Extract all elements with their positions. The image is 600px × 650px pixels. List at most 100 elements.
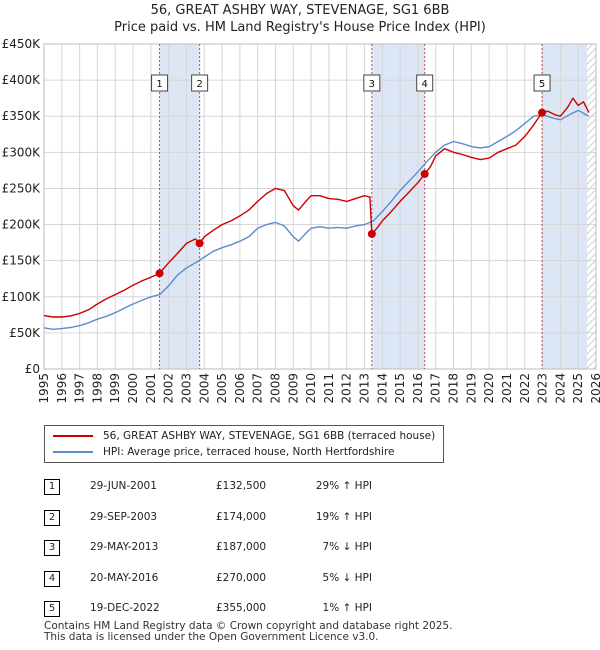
hpi-line-swatch — [53, 451, 93, 453]
x-tick-label: 2004 — [197, 373, 211, 404]
legend-property-label: 56, GREAT ASHBY WAY, STEVENAGE, SG1 6BB … — [103, 430, 436, 442]
y-tick-label: £0 — [25, 362, 40, 376]
transaction-hpi-diff: 1% ↑ HPI — [322, 602, 372, 614]
transaction-number: 1 — [44, 479, 60, 495]
transaction-date: 20-MAY-2016 — [90, 571, 159, 584]
y-tick-label: £100K — [2, 290, 42, 304]
transaction-number: 3 — [44, 540, 60, 556]
transaction-number: 2 — [44, 509, 60, 526]
y-tick-label: £150K — [2, 254, 42, 268]
transaction-price: £132,500 — [216, 480, 267, 492]
transaction-date: 29-MAY-2013 — [90, 541, 159, 553]
x-tick-label: 2003 — [179, 373, 193, 404]
y-tick-label: £200K — [2, 218, 42, 232]
transactions-table: 1 29-JUN-2001 £132,500 29% ↑ HPI 2 29-SE… — [44, 476, 372, 629]
sale-number-box — [191, 74, 209, 92]
chart-subtitle: Price paid vs. HM Land Registry's House … — [114, 20, 486, 35]
transaction-date: 19-DEC-2022 — [90, 602, 160, 614]
x-tick-label: 2026 — [589, 373, 600, 404]
x-tick-label: 2017 — [429, 373, 443, 404]
x-tick-label: 2014 — [375, 373, 389, 404]
sale-number-box — [533, 74, 551, 92]
transaction-hpi-diff: 19% ↑ HPI — [315, 510, 372, 523]
sale-number-box — [416, 74, 434, 92]
attribution-line-2: This data is licensed under the Open Gov… — [44, 631, 379, 643]
x-tick-label: 2022 — [518, 373, 532, 404]
transaction-hpi-diff: 7% ↓ HPI — [322, 541, 372, 553]
transaction-number: 4 — [44, 570, 60, 587]
attribution: Contains HM Land Registry data © Crown c… — [44, 621, 452, 643]
property-price-line — [43, 97, 590, 318]
transaction-price: £174,000 — [216, 510, 267, 523]
x-tick-label: 2020 — [482, 373, 496, 404]
y-tick-label: £300K — [2, 145, 42, 159]
y-tick-label: £450K — [2, 37, 42, 51]
transaction-date: 29-JUN-2001 — [90, 480, 157, 492]
x-tick-label: 2023 — [536, 373, 550, 404]
sale-number-label: 2 — [196, 79, 202, 90]
sale-number-label: 4 — [422, 79, 428, 90]
x-tick-label: 2005 — [215, 373, 229, 404]
sale-point — [155, 269, 164, 278]
x-tick-label: 1996 — [55, 373, 69, 404]
attribution-line-1: Contains HM Land Registry data © Crown c… — [44, 620, 453, 632]
projection-hatch — [587, 44, 596, 369]
transaction-price: £270,000 — [216, 571, 267, 584]
x-tick-label: 2000 — [126, 373, 140, 404]
x-tick-label: 2001 — [144, 373, 158, 404]
sale-number-box — [363, 74, 381, 92]
x-tick-label: 2016 — [411, 373, 425, 404]
transaction-row: 5 19-DEC-2022 £355,000 1% ↑ HPI — [44, 598, 372, 620]
chart-legend: 56, GREAT ASHBY WAY, STEVENAGE, SG1 6BB … — [44, 425, 444, 463]
transaction-row: 4 20-MAY-2016 £270,000 5% ↓ HPI — [44, 568, 372, 590]
x-tick-label: 1995 — [37, 373, 51, 404]
x-tick-label: 2019 — [464, 373, 478, 404]
y-tick-label: £400K — [2, 73, 42, 87]
transaction-price: £187,000 — [216, 541, 267, 553]
x-tick-label: 2018 — [447, 373, 461, 404]
x-tick-label: 2006 — [233, 373, 247, 404]
transaction-hpi-diff: 29% ↑ HPI — [315, 480, 372, 492]
sale-point — [367, 229, 376, 238]
hpi-line — [43, 109, 590, 330]
x-tick-label: 2010 — [304, 373, 318, 404]
x-tick-label: 2002 — [162, 373, 176, 404]
x-tick-label: 2009 — [286, 373, 300, 404]
sale-point — [538, 108, 547, 117]
legend-item-property: 56, GREAT ASHBY WAY, STEVENAGE, SG1 6BB … — [53, 429, 435, 443]
x-tick-label: 2007 — [251, 373, 265, 404]
ownership-shade — [542, 44, 595, 369]
x-tick-label: 2025 — [571, 373, 585, 404]
sale-number-box — [151, 74, 169, 92]
legend-item-hpi: HPI: Average price, terraced house, Nort… — [53, 445, 395, 459]
x-tick-label: 2011 — [322, 373, 336, 404]
sale-number-label: 5 — [539, 79, 545, 90]
sale-point — [420, 170, 429, 178]
sale-number-label: 1 — [156, 79, 162, 90]
transaction-row: 2 29-SEP-2003 £174,000 19% ↑ HPI — [44, 507, 372, 529]
y-tick-label: £50K — [9, 326, 41, 340]
transaction-row: 1 29-JUN-2001 £132,500 29% ↑ HPI — [44, 476, 372, 498]
chart-title: 56, GREAT ASHBY WAY, STEVENAGE, SG1 6BB — [150, 3, 450, 18]
x-tick-label: 1998 — [90, 373, 104, 404]
x-tick-label: 2013 — [358, 373, 372, 404]
transaction-price: £355,000 — [216, 602, 267, 614]
x-tick-label: 1997 — [73, 373, 87, 404]
x-tick-label: 2015 — [393, 373, 407, 404]
property-line-swatch — [53, 435, 93, 437]
transaction-row: 3 29-MAY-2013 £187,000 7% ↓ HPI — [44, 537, 372, 559]
x-tick-label: 2024 — [553, 373, 567, 404]
plot-border — [43, 43, 597, 370]
y-tick-label: £350K — [2, 109, 42, 123]
sale-number-label: 3 — [369, 79, 375, 90]
x-tick-label: 2008 — [268, 373, 282, 404]
ownership-shade — [371, 44, 425, 369]
transaction-number: 5 — [44, 601, 60, 617]
transaction-hpi-diff: 5% ↓ HPI — [322, 571, 372, 584]
transaction-date: 29-SEP-2003 — [90, 510, 158, 523]
price-chart: 1 2 3 4 5 £0 £50K £100K £150K £200K £250K £300K £350… — [2, 37, 600, 404]
x-tick-label: 2021 — [500, 373, 514, 404]
ownership-shade — [159, 44, 200, 369]
x-tick-label: 1999 — [108, 373, 122, 404]
x-tick-label: 2012 — [340, 373, 354, 404]
